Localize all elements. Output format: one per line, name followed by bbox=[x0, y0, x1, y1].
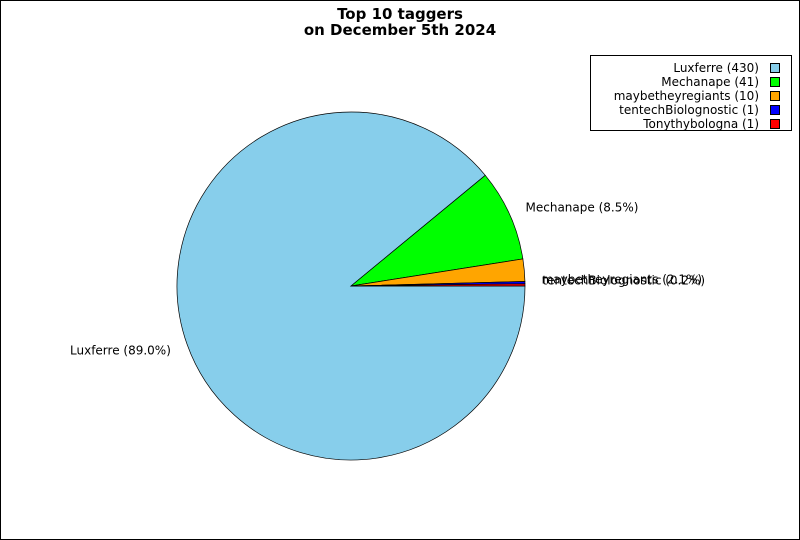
chart-subtitle: on December 5th 2024 bbox=[303, 21, 497, 39]
legend-label: Mechanape (41) bbox=[661, 75, 759, 89]
legend-swatch bbox=[770, 105, 780, 115]
legend-item-luxferre: Luxferre (430) bbox=[591, 61, 791, 75]
legend-swatch bbox=[770, 119, 780, 129]
legend: Luxferre (430) Mechanape (41) maybetheyr… bbox=[590, 55, 792, 131]
legend-item-maybetheyregiants: maybetheyregiants (10) bbox=[591, 89, 791, 103]
pie-slice-tonythybologna bbox=[350, 283, 526, 287]
slice-label-luxferre: Luxferre (89.0%) bbox=[70, 344, 171, 358]
legend-item-tonythybologna: Tonythybologna (1) bbox=[591, 117, 791, 131]
slice-label-mechanape: Mechanape (8.5%) bbox=[526, 201, 639, 215]
legend-swatch bbox=[770, 77, 780, 87]
legend-label: maybetheyregiants (10) bbox=[613, 89, 759, 103]
pie-slice-mechanape bbox=[349, 174, 524, 287]
legend-item-mechanape: Mechanape (41) bbox=[591, 75, 791, 89]
slice-label-tentechbiolognostic: tentechBiolognostic (0.2%) bbox=[542, 273, 705, 287]
legend-item-tentechbiolognostic: tentechBiolognostic (1) bbox=[591, 103, 791, 117]
legend-label: Luxferre (430) bbox=[673, 61, 759, 75]
legend-swatch bbox=[770, 91, 780, 101]
legend-label: Tonythybologna (1) bbox=[643, 117, 759, 131]
slice-label-maybetheyregiants: maybetheyregiants (2.1%) bbox=[542, 273, 703, 287]
legend-label: tentechBiolognostic (1) bbox=[619, 103, 759, 117]
legend-swatch bbox=[770, 63, 780, 73]
chart-title: Top 10 taggers bbox=[337, 5, 463, 23]
chart-title-block: Top 10 taggers on December 5th 2024 bbox=[1, 6, 799, 38]
